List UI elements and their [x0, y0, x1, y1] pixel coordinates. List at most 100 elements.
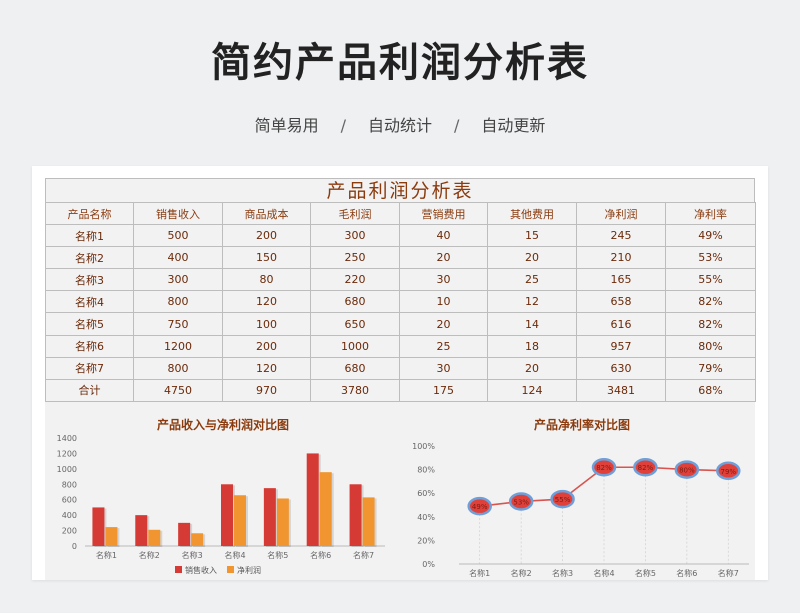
table-cell[interactable]: 82% [665, 312, 756, 336]
table-cell[interactable]: 500 [133, 224, 223, 248]
table-cell[interactable]: 14 [487, 312, 577, 336]
table-cell[interactable]: 名称1 [45, 224, 134, 248]
x-tick-label: 名称1 [96, 550, 117, 560]
bar-net-profit [191, 533, 204, 546]
col-revenue[interactable]: 销售收入 [133, 201, 223, 226]
table-cell[interactable]: 名称3 [45, 268, 134, 292]
table-cell[interactable]: 800 [133, 356, 223, 380]
table-cell[interactable]: 175 [399, 378, 488, 402]
y-tick-label: 40% [417, 513, 435, 522]
table-cell[interactable]: 名称2 [45, 246, 134, 270]
table-cell[interactable]: 300 [133, 268, 223, 292]
table-cell[interactable]: 25 [399, 334, 488, 358]
y-tick-label: 0 [72, 542, 77, 551]
table-cell[interactable]: 658 [576, 290, 666, 314]
table-cell[interactable]: 18 [487, 334, 577, 358]
table-cell[interactable]: 20 [487, 246, 577, 270]
bar-revenue [92, 507, 105, 546]
table-cell[interactable]: 80 [222, 268, 311, 292]
table-cell[interactable]: 12 [487, 290, 577, 314]
table-cell[interactable]: 20 [399, 312, 488, 336]
table-cell[interactable]: 210 [576, 246, 666, 270]
table-row: 名称2 400 150 250 20 20 210 53% [45, 246, 756, 270]
col-marketing[interactable]: 营销费用 [399, 201, 488, 226]
table-cell[interactable]: 30 [399, 268, 488, 292]
table-cell[interactable]: 750 [133, 312, 223, 336]
table-cell[interactable]: 957 [576, 334, 666, 358]
y-tick-label: 100% [412, 442, 435, 451]
table-cell[interactable]: 680 [310, 290, 400, 314]
col-net-margin[interactable]: 净利率 [665, 201, 756, 226]
table-cell[interactable]: 名称6 [45, 334, 134, 358]
table-cell[interactable]: 25 [487, 268, 577, 292]
table-cell[interactable]: 名称7 [45, 356, 134, 380]
table-cell[interactable]: 79% [665, 356, 756, 380]
table-cell[interactable]: 1000 [310, 334, 400, 358]
table-cell[interactable]: 55% [665, 268, 756, 292]
col-other[interactable]: 其他费用 [487, 201, 577, 226]
table-cell[interactable]: 40 [399, 224, 488, 248]
table-cell[interactable]: 650 [310, 312, 400, 336]
table-cell[interactable]: 15 [487, 224, 577, 248]
table-cell[interactable]: 120 [222, 356, 311, 380]
col-net-profit[interactable]: 净利润 [576, 201, 666, 226]
table-cell[interactable]: 680 [310, 356, 400, 380]
legend-swatch [175, 566, 182, 573]
legend-label: 净利润 [237, 565, 261, 575]
y-tick-label: 600 [62, 496, 77, 505]
table-cell[interactable]: 名称5 [45, 312, 134, 336]
table-cell[interactable]: 245 [576, 224, 666, 248]
table-cell[interactable]: 124 [487, 378, 577, 402]
table-cell[interactable]: 400 [133, 246, 223, 270]
table-cell[interactable]: 30 [399, 356, 488, 380]
table-cell[interactable]: 630 [576, 356, 666, 380]
table-cell[interactable]: 100 [222, 312, 311, 336]
table-cell[interactable]: 20 [487, 356, 577, 380]
table-cell[interactable]: 10 [399, 290, 488, 314]
line-point [633, 457, 658, 477]
bar-net-profit [105, 527, 118, 546]
table-cell[interactable]: 49% [665, 224, 756, 248]
table-cell[interactable]: 3780 [310, 378, 400, 402]
y-tick-label: 1000 [57, 465, 77, 474]
table-row: 名称4 800 120 680 10 12 658 82% [45, 290, 756, 314]
page-title: 简约产品利润分析表 [211, 40, 589, 86]
table-cell[interactable]: 1200 [133, 334, 223, 358]
table-cell[interactable]: 165 [576, 268, 666, 292]
table-cell[interactable]: 68% [665, 378, 756, 402]
table-cell[interactable]: 200 [222, 224, 311, 248]
x-tick-label: 名称3 [552, 568, 573, 578]
table-row: 名称1 500 200 300 40 15 245 49% [45, 224, 756, 248]
table-cell[interactable]: 200 [222, 334, 311, 358]
table-cell[interactable]: 220 [310, 268, 400, 292]
table-cell[interactable]: 53% [665, 246, 756, 270]
col-product[interactable]: 产品名称 [45, 201, 134, 226]
table-cell[interactable]: 3481 [576, 378, 666, 402]
table-cell[interactable]: 300 [310, 224, 400, 248]
data-label: 80% [679, 467, 695, 475]
x-tick-label: 名称7 [353, 550, 374, 560]
table-cell[interactable]: 82% [665, 290, 756, 314]
table-cell[interactable]: 150 [222, 246, 311, 270]
table-cell[interactable]: 120 [222, 290, 311, 314]
table-cell[interactable]: 80% [665, 334, 756, 358]
x-tick-label: 名称4 [224, 550, 245, 560]
col-cost[interactable]: 商品成本 [222, 201, 311, 226]
table-cell[interactable]: 20 [399, 246, 488, 270]
table-cell[interactable]: 名称4 [45, 290, 134, 314]
y-tick-label: 800 [62, 480, 77, 489]
table-cell[interactable]: 616 [576, 312, 666, 336]
table-cell[interactable]: 合计 [45, 378, 134, 402]
y-tick-label: 80% [417, 466, 435, 475]
y-tick-label: 60% [417, 489, 435, 498]
x-tick-label: 名称6 [676, 568, 697, 578]
table-total-row: 合计 4750 970 3780 175 124 3481 68% [45, 378, 756, 402]
table-cell[interactable]: 970 [222, 378, 311, 402]
table-cell[interactable]: 250 [310, 246, 400, 270]
bar-net-profit [234, 495, 246, 546]
sheet-area: 产品利润分析表 产品名称 销售收入 商品成本 毛利润 营销费用 其他费用 净利润… [45, 178, 756, 580]
table-cell[interactable]: 4750 [133, 378, 223, 402]
col-gross-profit[interactable]: 毛利润 [310, 201, 400, 226]
table-cell[interactable]: 800 [133, 290, 223, 314]
x-tick-label: 名称7 [718, 568, 739, 578]
